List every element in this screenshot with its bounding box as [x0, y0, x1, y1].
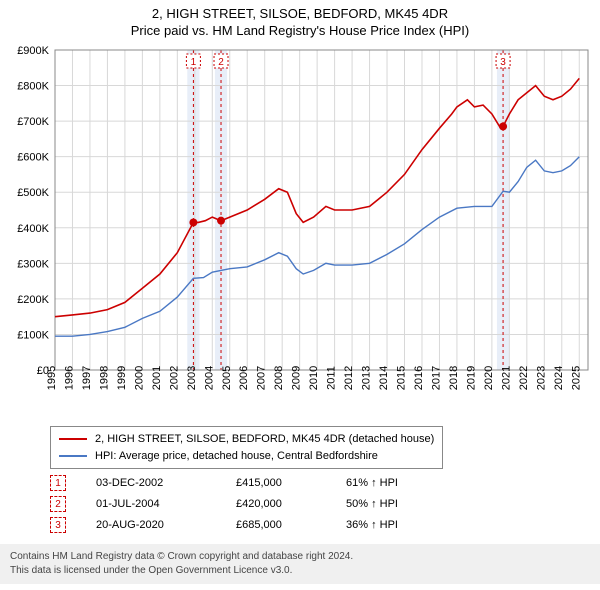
svg-text:2008: 2008	[273, 366, 285, 390]
legend-swatch	[59, 455, 87, 457]
svg-text:2022: 2022	[518, 366, 530, 390]
title-line2: Price paid vs. HM Land Registry's House …	[0, 23, 600, 38]
legend: 2, HIGH STREET, SILSOE, BEDFORD, MK45 4D…	[50, 426, 443, 469]
svg-text:2002: 2002	[168, 366, 180, 390]
svg-text:£100K: £100K	[17, 329, 49, 341]
svg-text:2000: 2000	[133, 366, 145, 390]
svg-text:2018: 2018	[448, 366, 460, 390]
title-line1: 2, HIGH STREET, SILSOE, BEDFORD, MK45 4D…	[0, 6, 600, 21]
svg-text:1998: 1998	[98, 366, 110, 390]
chart-plot: £0£100K£200K£300K£400K£500K£600K£700K£80…	[0, 40, 600, 420]
chart-container: { "title": { "line1": "2, HIGH STREET, S…	[0, 0, 600, 584]
sale-price: £415,000	[236, 473, 316, 494]
svg-text:3: 3	[500, 57, 506, 68]
sale-rel: 36% ↑ HPI	[346, 515, 436, 536]
svg-text:2016: 2016	[413, 366, 425, 390]
sale-date: 20-AUG-2020	[96, 515, 206, 536]
sale-marker: 3	[50, 517, 66, 533]
legend-row: 2, HIGH STREET, SILSOE, BEDFORD, MK45 4D…	[59, 431, 434, 448]
footer-line1: Contains HM Land Registry data © Crown c…	[10, 550, 590, 564]
svg-text:2017: 2017	[430, 366, 442, 390]
sale-row: 3 20-AUG-2020 £685,000 36% ↑ HPI	[50, 515, 588, 536]
svg-text:2: 2	[218, 57, 224, 68]
svg-text:1: 1	[191, 57, 197, 68]
sale-marker: 1	[50, 475, 66, 491]
footer-line2: This data is licensed under the Open Gov…	[10, 564, 590, 578]
svg-text:2005: 2005	[221, 366, 233, 390]
sale-rel: 50% ↑ HPI	[346, 494, 436, 515]
sale-price: £685,000	[236, 515, 316, 536]
svg-text:2020: 2020	[483, 366, 495, 390]
svg-text:1995: 1995	[46, 366, 58, 390]
sale-marker: 2	[50, 496, 66, 512]
svg-text:2012: 2012	[343, 366, 355, 390]
sale-rel: 61% ↑ HPI	[346, 473, 436, 494]
chart-title: 2, HIGH STREET, SILSOE, BEDFORD, MK45 4D…	[0, 0, 600, 40]
svg-text:2007: 2007	[256, 366, 268, 390]
svg-text:2010: 2010	[308, 366, 320, 390]
svg-text:2015: 2015	[396, 366, 408, 390]
svg-text:2011: 2011	[326, 366, 338, 390]
sale-price: £420,000	[236, 494, 316, 515]
sale-row: 2 01-JUL-2004 £420,000 50% ↑ HPI	[50, 494, 588, 515]
footer: Contains HM Land Registry data © Crown c…	[0, 544, 600, 584]
svg-text:2014: 2014	[378, 366, 390, 390]
legend-label: 2, HIGH STREET, SILSOE, BEDFORD, MK45 4D…	[95, 431, 434, 448]
svg-text:2003: 2003	[186, 366, 198, 390]
svg-text:2024: 2024	[553, 366, 565, 390]
svg-text:£200K: £200K	[17, 294, 49, 306]
sale-row: 1 03-DEC-2002 £415,000 61% ↑ HPI	[50, 473, 588, 494]
legend-row: HPI: Average price, detached house, Cent…	[59, 448, 434, 465]
svg-text:2009: 2009	[291, 366, 303, 390]
svg-text:2019: 2019	[465, 366, 477, 390]
legend-swatch	[59, 438, 87, 440]
svg-text:£500K: £500K	[17, 187, 49, 199]
chart-svg: £0£100K£200K£300K£400K£500K£600K£700K£80…	[0, 40, 600, 420]
svg-text:2013: 2013	[361, 366, 373, 390]
svg-text:£300K: £300K	[17, 258, 49, 270]
svg-text:£800K: £800K	[17, 81, 49, 93]
legend-label: HPI: Average price, detached house, Cent…	[95, 448, 378, 465]
sales-table: 1 03-DEC-2002 £415,000 61% ↑ HPI 2 01-JUL-200…	[50, 473, 588, 536]
svg-text:£900K: £900K	[17, 45, 49, 57]
svg-text:2001: 2001	[151, 366, 163, 390]
svg-text:£600K: £600K	[17, 152, 49, 164]
svg-text:£700K: £700K	[17, 116, 49, 128]
svg-text:2023: 2023	[535, 366, 547, 390]
svg-text:2021: 2021	[500, 366, 512, 390]
sale-date: 01-JUL-2004	[96, 494, 206, 515]
svg-text:2025: 2025	[570, 366, 582, 390]
svg-text:£400K: £400K	[17, 223, 49, 235]
svg-text:2004: 2004	[203, 366, 215, 390]
svg-text:1999: 1999	[116, 366, 128, 390]
sale-date: 03-DEC-2002	[96, 473, 206, 494]
svg-text:1996: 1996	[63, 366, 75, 390]
svg-text:2006: 2006	[238, 366, 250, 390]
svg-text:1997: 1997	[81, 366, 93, 390]
